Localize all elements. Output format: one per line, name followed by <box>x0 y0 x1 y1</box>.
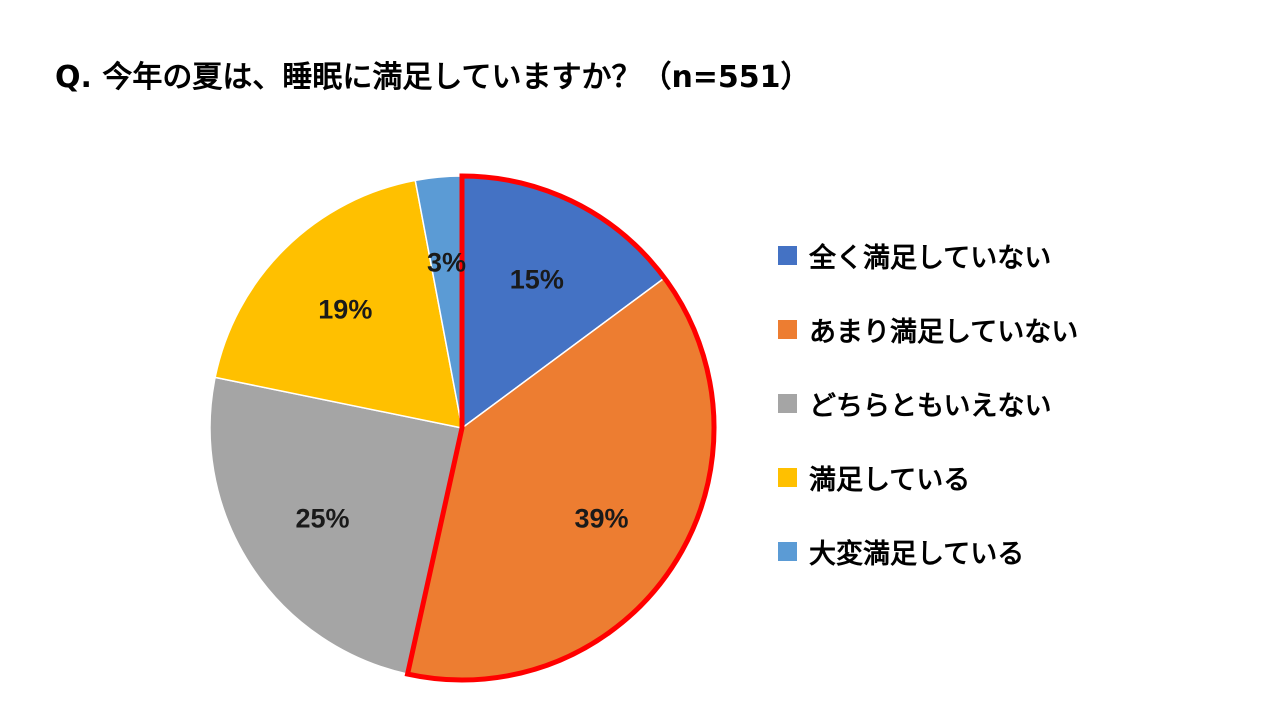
chart-legend: 全く満足していない あまり満足していない どちらともいえない 満足している大変満足して… <box>778 218 1078 588</box>
legend-item-5: 大変満足している <box>778 514 1078 588</box>
data-label-1: 15% <box>510 264 564 294</box>
data-label-5: 3% <box>427 247 466 277</box>
pie-slice-4 <box>214 179 463 429</box>
legend-swatch <box>778 393 797 413</box>
data-label-4: 19% <box>318 294 372 324</box>
highlight-outline <box>404 173 717 683</box>
pie-slice-3 <box>209 376 463 675</box>
legend-swatch <box>778 467 797 487</box>
legend-label: あまり満足していない <box>809 316 1079 348</box>
legend-swatch <box>778 319 797 339</box>
legend-swatch <box>778 245 797 265</box>
highlight-border <box>404 173 717 683</box>
legend-item-1: 全く満足していない <box>778 218 1078 292</box>
legend-swatch <box>778 541 797 561</box>
data-label-2: 39% <box>575 504 629 534</box>
pie-slices <box>209 175 715 681</box>
legend-label: 大変満足している <box>809 538 1025 570</box>
pie-data-labels: 15% 39% 25% 19% 3% <box>295 247 628 533</box>
legend-item-2: あまり満足していない <box>778 292 1078 366</box>
chart-title: Q. 今年の夏は、睡眠に満足していますか？（n=551） <box>55 60 811 95</box>
legend-label: 満足している <box>809 464 971 496</box>
data-label-3: 25% <box>295 504 349 534</box>
legend-item-4: 満足している <box>778 440 1078 514</box>
legend-label: どちらともいえない <box>809 390 1052 422</box>
legend-label: 全く満足していない <box>809 242 1052 274</box>
legend-item-3: どちらともいえない <box>778 366 1078 440</box>
